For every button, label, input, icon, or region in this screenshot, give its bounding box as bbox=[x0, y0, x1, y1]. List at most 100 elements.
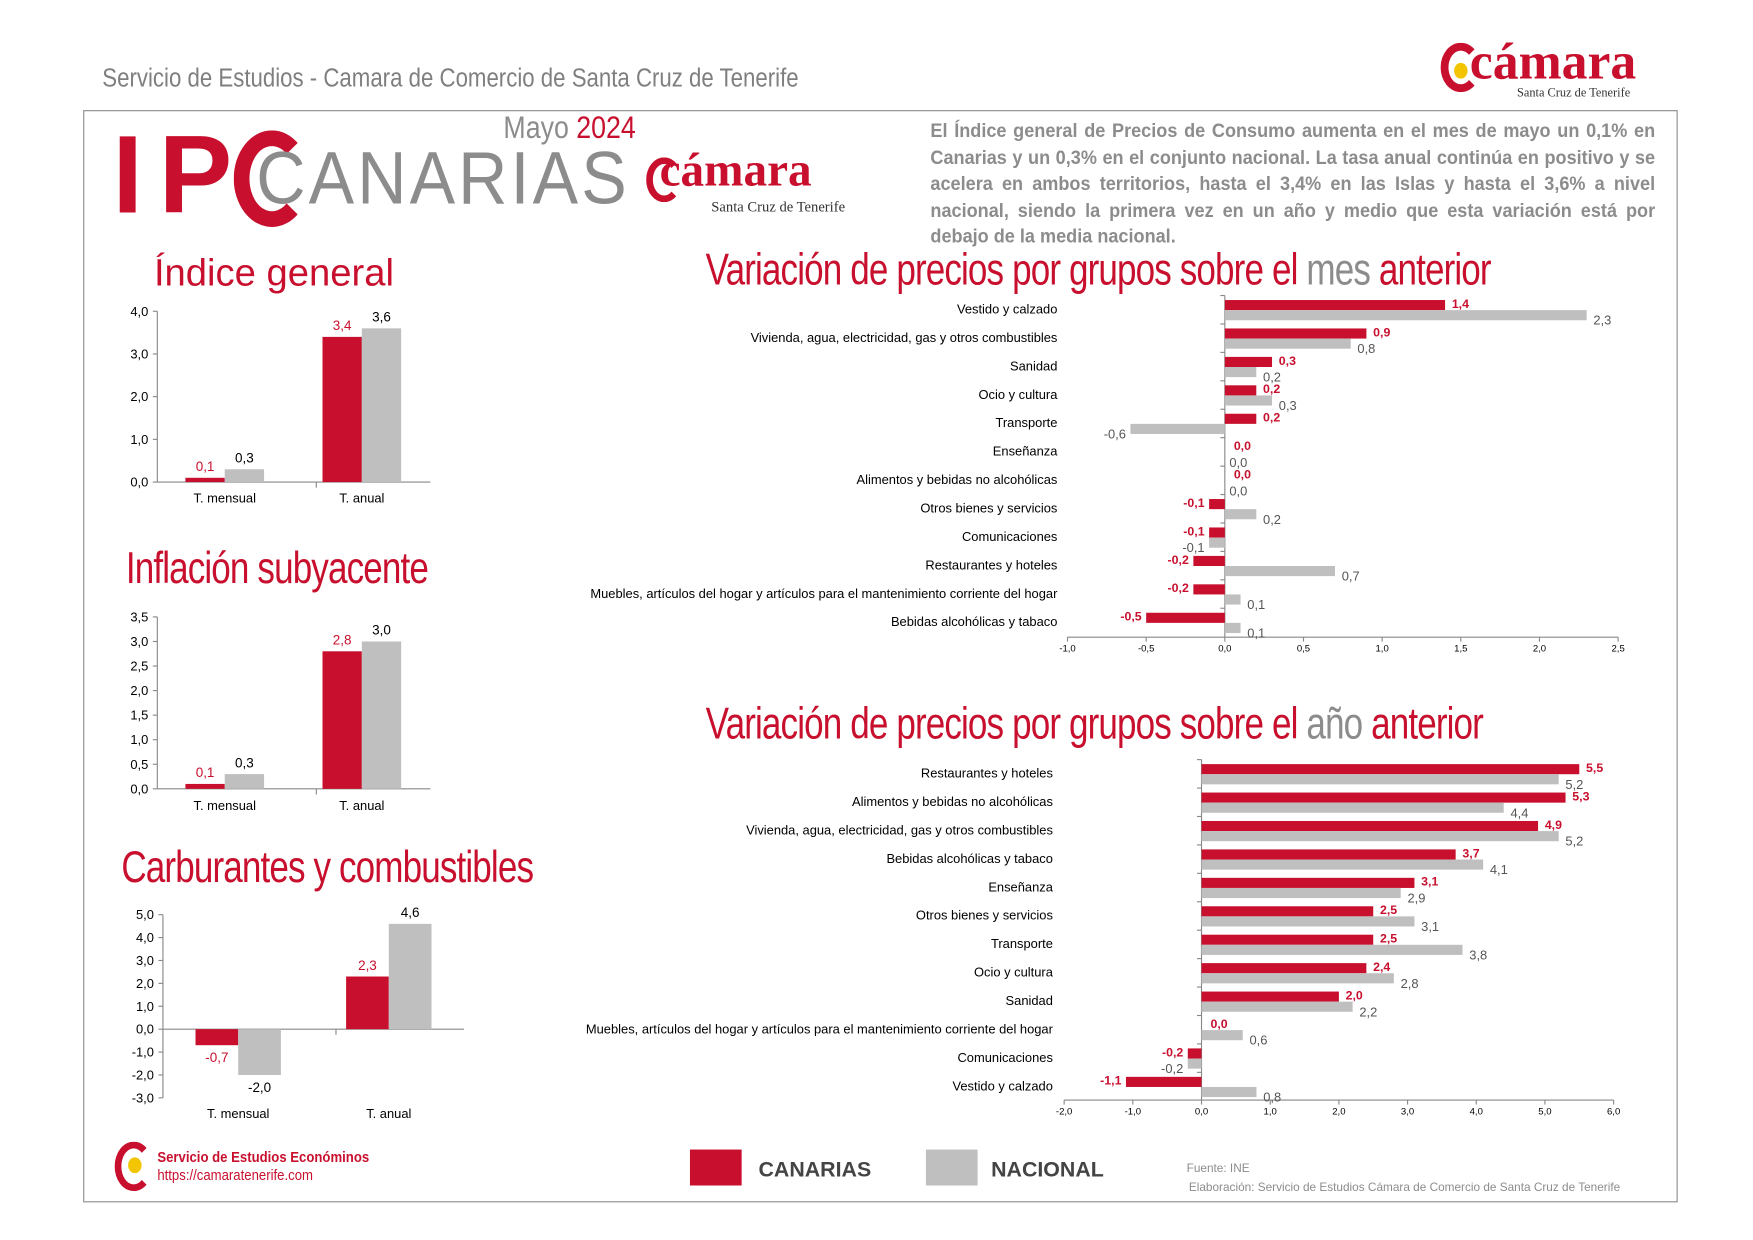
logo-c-icon bbox=[1440, 42, 1482, 93]
bar-nacional bbox=[1201, 944, 1463, 955]
bar-nacional bbox=[1201, 802, 1504, 813]
data-label-canarias: -0,1 bbox=[1183, 524, 1204, 538]
bar-nacional bbox=[1224, 395, 1273, 406]
bar-nacional bbox=[1224, 594, 1241, 605]
category-label: Vestido y calzado bbox=[957, 302, 1057, 317]
camara-logo-banner: cámara Santa Cruz de Tenerife bbox=[646, 145, 893, 218]
data-label-canarias: 3,4 bbox=[333, 318, 352, 333]
data-label-canarias: -1,1 bbox=[1100, 1074, 1121, 1088]
title-highlight: mes bbox=[1306, 244, 1370, 295]
bar-canarias bbox=[1201, 792, 1566, 803]
camara-logo: cámara Santa Cruz de Tenerife bbox=[1440, 33, 1666, 105]
x-tick-label: 2,0 bbox=[1533, 644, 1546, 655]
category-label: Comunicaciones bbox=[962, 529, 1057, 544]
subyacente-title: Inflación subyacente bbox=[125, 543, 429, 594]
bar-nacional bbox=[388, 923, 432, 1030]
bar-canarias bbox=[1201, 764, 1580, 775]
logo-dot-icon bbox=[1454, 62, 1468, 79]
bar-canarias bbox=[1224, 385, 1257, 396]
credit-text: Elaboración: Servicio de Estudios Cámara… bbox=[1188, 1181, 1621, 1195]
data-label-nacional: 3,6 bbox=[372, 310, 391, 325]
data-label-nacional: 0,0 bbox=[1229, 455, 1247, 470]
x-tick-label: 0,0 bbox=[1195, 1107, 1208, 1118]
bar-canarias bbox=[1125, 1076, 1202, 1087]
y-tick-label: 3,0 bbox=[136, 953, 154, 968]
y-tick-label: 3,5 bbox=[130, 609, 148, 624]
data-label-nacional: -2,0 bbox=[248, 1080, 271, 1095]
bar-canarias bbox=[1201, 991, 1339, 1002]
anio-chart-title: Variación de precios por grupos sobre el… bbox=[705, 698, 1484, 749]
bar-nacional bbox=[1201, 1001, 1353, 1012]
y-tick-label: 2,5 bbox=[130, 659, 148, 674]
x-tick-label: 1,0 bbox=[1264, 1107, 1277, 1118]
footer-url[interactable]: https://camaratenerife.com bbox=[157, 1166, 313, 1184]
x-tick-label: 0,5 bbox=[1297, 644, 1310, 655]
bar-canarias bbox=[1201, 849, 1456, 860]
bar-canarias bbox=[195, 1029, 239, 1046]
y-tick-label: 2,0 bbox=[136, 976, 154, 991]
data-label-canarias: 0,2 bbox=[1263, 411, 1280, 425]
bar-nacional bbox=[224, 774, 265, 789]
data-label-canarias: -0,1 bbox=[1183, 496, 1204, 510]
data-label-canarias: 0,0 bbox=[1234, 439, 1251, 453]
data-label-canarias: 0,0 bbox=[1234, 467, 1251, 481]
bar-canarias bbox=[1201, 963, 1367, 974]
bar-canarias bbox=[322, 651, 362, 789]
bar-canarias bbox=[1201, 906, 1374, 917]
indice-title: Índice general bbox=[153, 251, 394, 295]
bar-nacional bbox=[1201, 831, 1559, 842]
y-tick-label: 3,0 bbox=[130, 346, 148, 361]
y-tick-label: -2,0 bbox=[132, 1067, 154, 1082]
bar-nacional bbox=[224, 469, 265, 483]
title-highlight: año bbox=[1306, 698, 1363, 749]
data-label-nacional: -0,6 bbox=[1104, 426, 1126, 441]
data-label-nacional: 2,8 bbox=[1401, 976, 1419, 991]
x-tick-label: 5,0 bbox=[1538, 1107, 1551, 1118]
bar-canarias bbox=[1224, 413, 1257, 424]
data-label-nacional: 0,3 bbox=[1279, 398, 1297, 413]
data-label-nacional: 2,9 bbox=[1407, 891, 1425, 906]
data-label-canarias: -0,2 bbox=[1168, 581, 1189, 595]
bar-nacional bbox=[361, 641, 402, 789]
canarias-title: CANARIAS bbox=[256, 135, 630, 220]
bar-canarias bbox=[1187, 1048, 1202, 1059]
data-label-canarias: 0,1 bbox=[196, 765, 215, 780]
data-label-nacional: 3,8 bbox=[1469, 947, 1487, 962]
x-tick-label: 0,0 bbox=[1218, 644, 1231, 655]
title-part: Variación de precios por grupos sobre el bbox=[705, 244, 1307, 295]
logo-subtext: Santa Cruz de Tenerife bbox=[1516, 86, 1631, 101]
category-label: Otros bienes y servicios bbox=[916, 908, 1053, 923]
category-label: Otros bienes y servicios bbox=[920, 501, 1057, 516]
bar-nacional bbox=[1130, 423, 1225, 434]
logo-text: cámara bbox=[1469, 32, 1637, 90]
title-part: Variación de precios por grupos sobre el bbox=[705, 698, 1307, 749]
data-label-nacional: 0,8 bbox=[1263, 1090, 1281, 1105]
category-label: Alimentos y bebidas no alcohólicas bbox=[857, 472, 1058, 487]
y-tick-label: 5,0 bbox=[136, 907, 154, 922]
y-tick-label: 0,0 bbox=[136, 1022, 154, 1037]
category-label: Vivienda, agua, electricidad, gas y otro… bbox=[746, 822, 1053, 837]
category-label: T. anual bbox=[366, 1106, 411, 1121]
data-label-canarias: 2,0 bbox=[1346, 988, 1363, 1002]
title-part: anterior bbox=[1362, 698, 1484, 749]
x-tick-label: 3,0 bbox=[1401, 1107, 1414, 1118]
bar-canarias bbox=[1201, 934, 1374, 945]
legend-label-nacional: NACIONAL bbox=[991, 1158, 1104, 1183]
logo-text: cámara bbox=[659, 144, 812, 197]
logo-c-icon bbox=[646, 157, 683, 203]
category-label: Sanidad bbox=[1006, 993, 1053, 1008]
data-label-nacional: 0,0 bbox=[1229, 483, 1247, 498]
category-label: Alimentos y bebidas no alcohólicas bbox=[852, 794, 1053, 809]
bar-nacional bbox=[361, 328, 402, 483]
bar-nacional bbox=[1224, 310, 1587, 321]
data-label-canarias: 2,5 bbox=[1380, 932, 1397, 946]
bar-nacional bbox=[1224, 566, 1335, 577]
bar-canarias bbox=[1193, 555, 1225, 567]
data-label-canarias: 4,9 bbox=[1545, 818, 1562, 832]
category-label: Ocio y cultura bbox=[978, 387, 1058, 402]
bar-nacional bbox=[1201, 1086, 1257, 1098]
footer-logo-c-icon bbox=[114, 1141, 153, 1192]
data-label-canarias: 2,5 bbox=[1380, 903, 1397, 917]
